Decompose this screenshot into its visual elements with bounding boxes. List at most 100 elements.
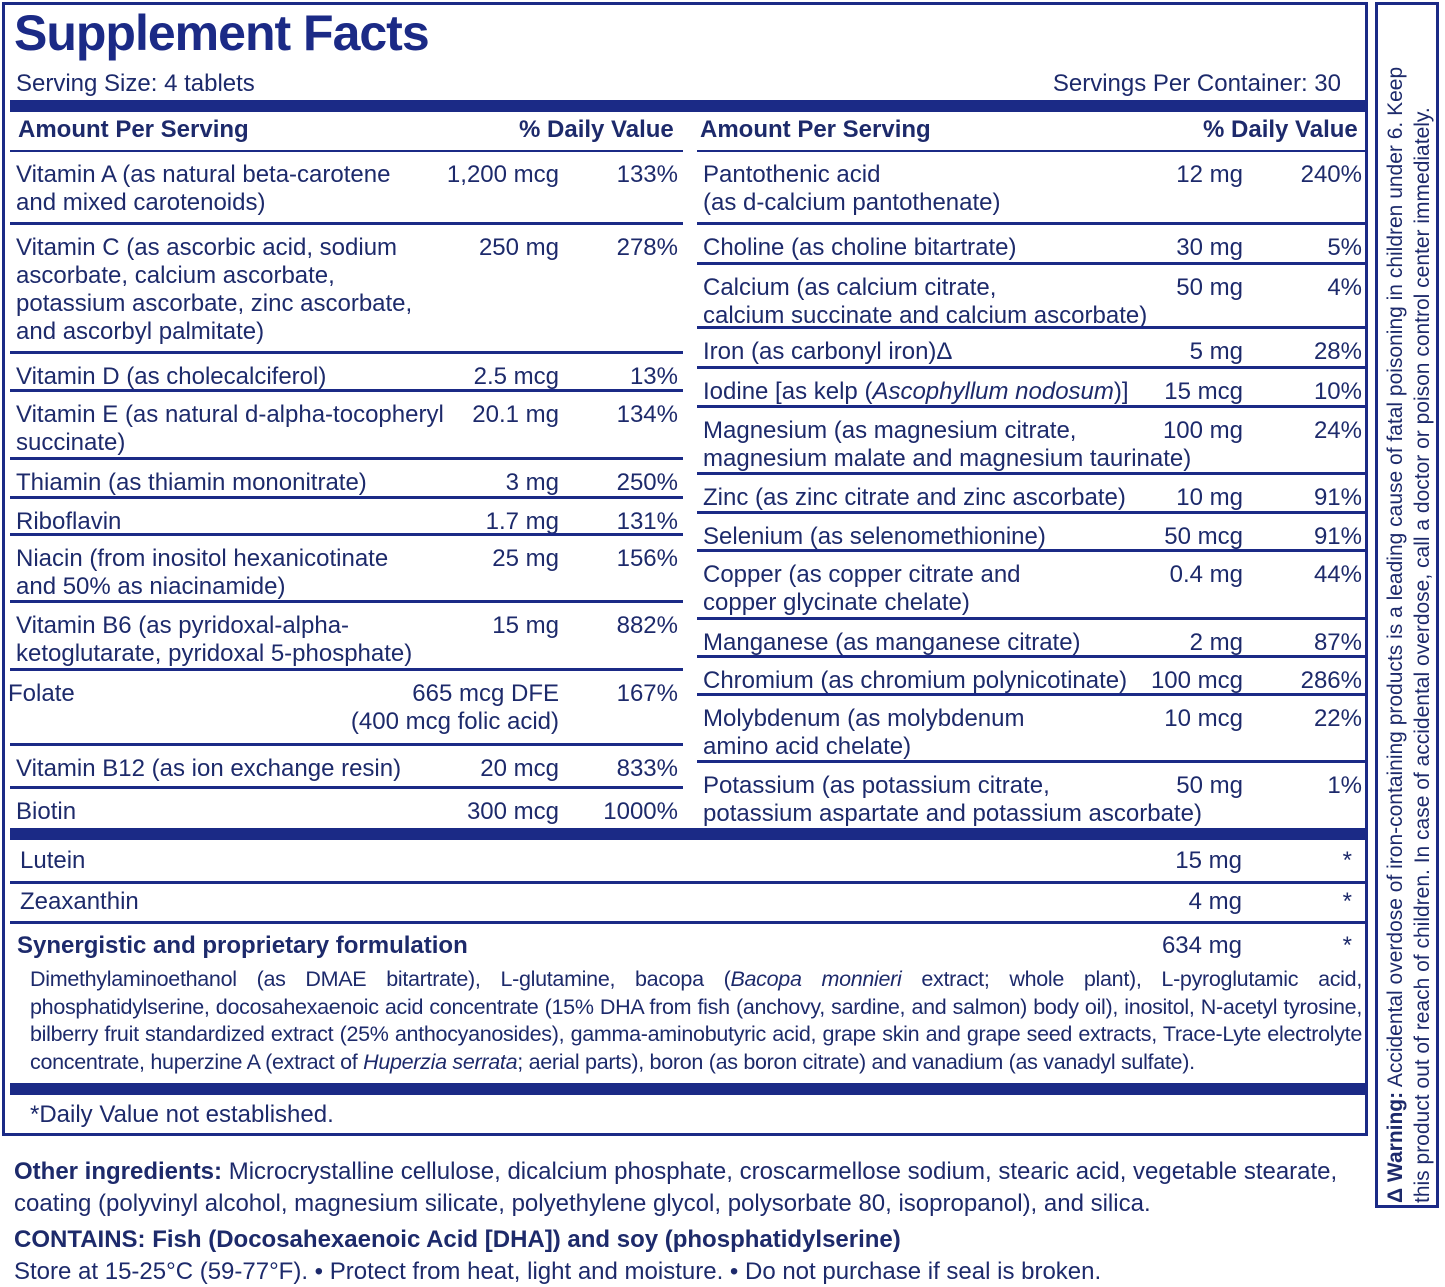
nutrient-name-part: )] — [1113, 378, 1129, 405]
blend-text-segment: extract; whole plant), L-pyroglutamic ac… — [30, 967, 1362, 1074]
nutrient-name-line: Folate — [8, 680, 75, 707]
nutrient-dv: 24% — [1313, 417, 1362, 444]
nutrient-amount: 15 mg — [1175, 847, 1242, 874]
nutrient-dv: 134% — [616, 401, 678, 428]
nutrient-name-line: Chromium (as chromium polynicotinate) — [703, 667, 1128, 694]
amount-line: 0.4 mg — [1169, 561, 1243, 588]
nutrient-name-line: Molybdenum (as molybdenum — [703, 705, 1025, 732]
nutrient-row: Biotin 300 mcg 1000% — [10, 786, 683, 828]
left-nutrient-column: Vitamin A (as natural beta-carotene and m… — [8, 150, 683, 828]
amount-line: 10 mg — [1176, 484, 1243, 511]
nutrient-name-line: Calcium (as calcium citrate, — [703, 274, 997, 301]
nutrient-dv: 4% — [1327, 274, 1362, 301]
nutrient-name-line: calcium succinate and calcium ascorbate) — [703, 302, 1148, 329]
amount-line: 100 mcg — [1150, 667, 1243, 694]
nutrient-amount: 10 mg — [1176, 484, 1243, 512]
nutrient-amount: 2 mg — [1190, 629, 1243, 657]
nutrient-row: Niacin (from inositol hexanicotinate and … — [10, 533, 683, 600]
servings-per-container: Servings Per Container: 30 — [1052, 70, 1341, 97]
nutrient-row: Zinc (as zinc citrate and zinc ascorbate… — [697, 472, 1366, 511]
nutrient-dv: 131% — [616, 508, 678, 535]
nutrient-amount: 300 mcg — [467, 798, 559, 826]
nutrient-dv: * — [1342, 888, 1352, 915]
nutrient-row: Magnesium (as magnesium citrate, magnesiu… — [697, 405, 1366, 472]
zeaxanthin-row: Zeaxanthin 4 mg * — [17, 888, 1362, 916]
row-divider — [10, 921, 1366, 924]
nutrient-amount: 20.1 mg — [472, 401, 559, 429]
nutrient-row: Iron (as carbonyl iron)Δ 5 mg 28% — [697, 326, 1366, 366]
amount-line: 250 mg — [478, 234, 559, 261]
nutrient-dv: 133% — [616, 161, 678, 188]
footer-divider — [10, 1083, 1366, 1095]
nutrient-name: Biotin — [16, 798, 76, 826]
nutrient-row: Vitamin C (as ascorbic acid, sodium ascor… — [10, 222, 683, 351]
warning-text: Δ Warning: Accidental overdose of iron-c… — [1382, 3, 1436, 1203]
nutrient-name-line: Copper (as copper citrate and — [703, 561, 1021, 588]
blend-amount: 634 mg — [1161, 932, 1242, 959]
right-amount-header: Amount Per Serving — [700, 116, 931, 143]
nutrient-name: Zinc (as zinc citrate and zinc ascorbate… — [703, 484, 1126, 512]
nutrient-name: Chromium (as chromium polynicotinate) — [703, 667, 1127, 695]
nutrient-dv: 5% — [1327, 234, 1362, 261]
nutrient-dv: 240% — [1300, 161, 1362, 188]
amount-line: 100 mg — [1162, 417, 1243, 444]
warning-label: Δ Warning: — [1384, 1091, 1407, 1203]
nutrient-amount: 20 mcg — [480, 755, 559, 783]
nutrient-dv: 28% — [1313, 338, 1362, 365]
nutrient-name-line: and ascorbyl palmitate) — [16, 318, 265, 345]
nutrient-name-line: Manganese (as manganese citrate) — [703, 629, 1081, 656]
nutrient-dv: 13% — [629, 363, 678, 390]
amount-line: 50 mcg — [1164, 523, 1243, 550]
nutrient-name-line: Vitamin A (as natural beta-carotene — [16, 161, 391, 188]
amount-line: 30 mg — [1176, 234, 1243, 261]
nutrient-name: Selenium (as selenomethionine) — [703, 523, 1046, 551]
nutrient-name-line: Pantothenic acid — [703, 161, 881, 188]
nutrient-name-line: ascorbate, calcium ascorbate, — [16, 262, 335, 289]
nutrient-name-part: Ascophyllum nodosum — [872, 378, 1114, 405]
blend-name: Synergistic and proprietary formulation — [17, 932, 468, 959]
nutrient-name: Niacin (from inositol hexanicotinate and … — [16, 545, 388, 601]
nutrient-amount: 50 mg — [1176, 274, 1243, 302]
serving-size: Serving Size: 4 tablets — [16, 70, 255, 97]
nutrient-dv: 833% — [616, 755, 678, 782]
amount-line: 1,200 mcg — [446, 161, 559, 188]
nutrient-amount: 15 mcg — [1164, 378, 1243, 406]
amount-line: 3 mg — [505, 469, 559, 496]
nutrient-row: Iodine [as kelp (Ascophyllum nodosum)] 15… — [697, 366, 1366, 405]
right-nutrient-column: Pantothenic acid (as d-calcium pantothena… — [697, 150, 1366, 828]
nutrient-dv: * — [1342, 847, 1352, 874]
nutrient-name-line: Magnesium (as magnesium citrate, — [703, 417, 1077, 444]
nutrient-row: Manganese (as manganese citrate) 2 mg 87% — [697, 617, 1366, 657]
lutein-row: Lutein 15 mg * — [17, 847, 1362, 875]
nutrient-name-part: Iodine [as kelp ( — [703, 378, 873, 405]
nutrient-name-line: Biotin — [16, 798, 77, 825]
nutrient-name-line: Potassium (as potassium citrate, — [703, 772, 1050, 799]
nutrient-name: Iron (as carbonyl iron)Δ — [703, 338, 952, 366]
nutrient-name: Riboflavin — [16, 508, 121, 536]
panel-title: Supplement Facts — [14, 5, 430, 61]
blend-dv: * — [1342, 932, 1352, 959]
amount-line: 2 mg — [1189, 629, 1243, 656]
nutrient-dv: 156% — [616, 545, 678, 572]
nutrient-row: Potassium (as potassium citrate, potassiu… — [697, 760, 1366, 828]
nutrient-amount: 4 mg — [1188, 888, 1242, 915]
nutrient-name: Iodine [as kelp (Ascophyllum nodosum)] — [703, 378, 1129, 406]
other-ingredients-text: Microcrystalline cellulose, dicalcium ph… — [222, 1158, 1338, 1185]
nutrient-amount: 5 mg — [1190, 338, 1243, 366]
nutrient-name: Vitamin E (as natural d-alpha-tocopheryl… — [16, 401, 444, 457]
nutrient-name: Folate — [8, 680, 75, 708]
nutrient-name: Thiamin (as thiamin mononitrate) — [16, 469, 367, 497]
amount-line: 15 mg — [492, 612, 559, 639]
nutrient-name: Vitamin C (as ascorbic acid, sodium ascor… — [16, 234, 412, 346]
nutrient-dv: 1% — [1327, 772, 1362, 799]
storage-instructions: Store at 15-25°C (59-77°F). • Protect fr… — [14, 1258, 1102, 1285]
nutrient-name-line: Vitamin D (as cholecalciferol) — [16, 363, 327, 390]
nutrient-row: Calcium (as calcium citrate, calcium succ… — [697, 262, 1366, 329]
nutrient-dv: 87% — [1313, 629, 1362, 656]
nutrient-amount: 25 mg — [492, 545, 559, 573]
nutrient-name: Vitamin B12 (as ion exchange resin) — [16, 755, 401, 783]
nutrient-amount: 665 mcg DFE (400 mcg folic acid) — [351, 680, 559, 736]
blend-row: Synergistic and proprietary formulation … — [17, 932, 1362, 960]
nutrient-row: Folate 665 mcg DFE (400 mcg folic acid) 167… — [8, 668, 683, 743]
nutrient-row: Copper (as copper citrate and copper glyc… — [697, 549, 1366, 617]
